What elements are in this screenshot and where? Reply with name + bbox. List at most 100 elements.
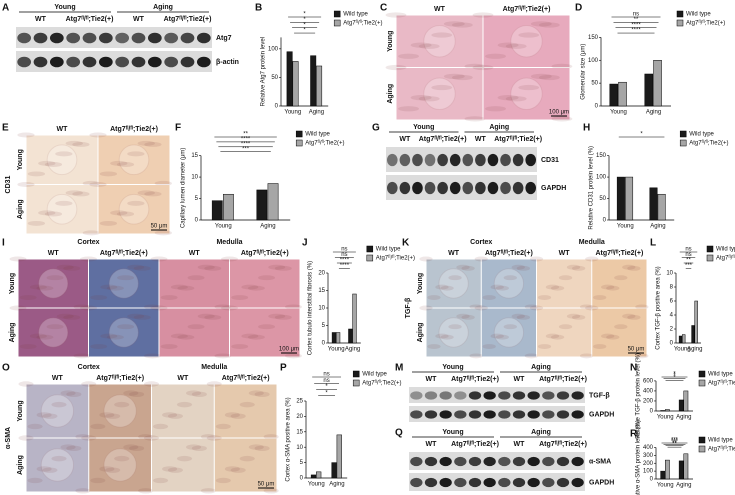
band — [512, 477, 526, 488]
tissue — [474, 256, 488, 262]
tissue — [274, 265, 292, 271]
band — [454, 456, 467, 467]
tissue — [579, 353, 594, 359]
y-tick-label: 0 — [300, 476, 304, 482]
legend-label: Atg7ᶠˡ/ᶠˡ;Tie2(+) — [689, 140, 728, 147]
tissue — [186, 444, 202, 450]
panel-letter: E — [2, 123, 9, 134]
column-label: WT — [189, 250, 201, 257]
y-tick-label: 5 — [300, 460, 304, 466]
significance-label: * — [640, 132, 643, 138]
column-label: Atg7ᶠˡ/ᶠˡ;Tie2(+) — [110, 126, 158, 133]
panel-letter: M — [395, 363, 403, 374]
legend-label: Wild type — [343, 12, 368, 18]
lane-label: WT — [399, 136, 411, 143]
tissue — [187, 324, 205, 330]
tissue — [60, 390, 76, 396]
tissue — [42, 467, 58, 473]
tissue — [29, 284, 47, 290]
legend-swatch — [295, 130, 303, 138]
tissue — [129, 391, 145, 398]
tissue — [153, 423, 169, 430]
tissue — [579, 304, 594, 310]
band — [527, 456, 540, 467]
legend-swatch — [706, 254, 714, 262]
tissue — [144, 141, 162, 147]
tissue — [51, 401, 67, 408]
tissue — [572, 314, 586, 320]
glomerulus — [46, 193, 78, 225]
tissue — [200, 434, 216, 440]
y-axis-label: Relative TGF-β protein level (%) — [636, 353, 642, 439]
bar — [292, 61, 299, 107]
micrograph — [26, 135, 98, 184]
micrograph — [537, 259, 592, 308]
tissue — [100, 284, 118, 290]
tissue — [247, 285, 265, 291]
tissue — [150, 305, 168, 311]
tissue — [254, 445, 270, 452]
legend-swatch — [295, 139, 303, 147]
tissue — [73, 304, 91, 310]
band-label: α-SMA — [589, 458, 611, 465]
tissue — [419, 256, 433, 262]
tissue — [81, 381, 97, 387]
band — [454, 391, 467, 400]
tissue — [566, 264, 581, 270]
band-label: β-actin — [216, 59, 239, 66]
panel-letter: F — [175, 123, 181, 134]
tissue — [99, 466, 115, 472]
column-label: WT — [48, 250, 60, 257]
glomerulus — [46, 144, 78, 176]
band — [33, 56, 48, 68]
y-tick-label: 25 — [296, 399, 303, 405]
bar — [691, 325, 695, 344]
tissue — [572, 265, 586, 271]
tissue — [170, 284, 188, 290]
panel-letter: N — [630, 363, 637, 374]
tissue — [18, 435, 34, 441]
tissue — [154, 230, 172, 236]
y-axis-label: Cortex tubulo interstitial fibrosis (%) — [308, 261, 314, 355]
tissue — [137, 140, 155, 146]
column-label: WT — [52, 375, 64, 382]
tissue — [200, 488, 216, 494]
tissue — [231, 344, 249, 349]
y-tick-label: 10 — [666, 271, 673, 277]
lane-label: Atg7ᶠˡ/ᶠˡ;Tie2(+) — [539, 441, 587, 448]
band — [424, 153, 436, 167]
band — [424, 410, 438, 419]
band — [439, 410, 452, 419]
blot-strip — [409, 406, 585, 422]
micrograph — [214, 438, 277, 492]
significance-label: ns — [341, 247, 347, 253]
x-tick-label: Young — [308, 482, 325, 488]
y-tick-label: 300 — [643, 453, 654, 459]
tissue — [75, 488, 91, 494]
tissue — [239, 401, 255, 408]
tissue — [56, 264, 74, 270]
column-label: WT — [177, 375, 189, 382]
band — [527, 410, 540, 419]
band — [498, 477, 511, 488]
tissue — [485, 106, 506, 112]
y-tick-label: 50 — [591, 81, 598, 87]
band — [410, 477, 423, 488]
x-tick-label: Aging — [676, 483, 691, 489]
bar — [267, 183, 279, 221]
band — [462, 153, 474, 167]
x-tick-label: Young — [657, 415, 674, 421]
lane-label: WT — [35, 16, 47, 23]
y-tick-label: 100 — [596, 175, 607, 181]
band — [387, 181, 398, 195]
tissue — [18, 381, 34, 387]
tissue — [80, 305, 97, 311]
group-label: Young — [413, 124, 434, 131]
tissue — [456, 264, 470, 270]
x-tick-label: Young — [215, 224, 232, 230]
y-tick-label: 6 — [670, 299, 674, 305]
bar — [223, 193, 234, 221]
tissue — [89, 182, 107, 187]
tissue — [133, 314, 151, 320]
bar — [348, 328, 353, 344]
